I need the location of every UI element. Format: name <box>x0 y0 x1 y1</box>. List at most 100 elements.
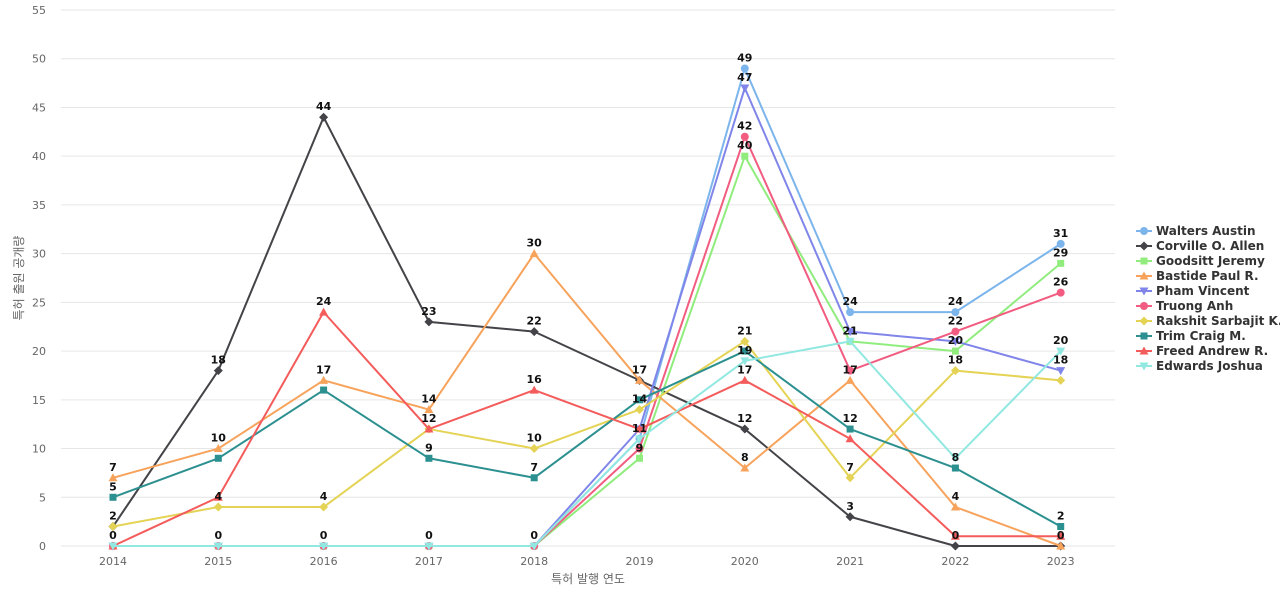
data-point <box>950 531 960 540</box>
legend-item-freed-andrew-r[interactable]: Freed Andrew R. <box>1136 344 1268 358</box>
legend-label: Freed Andrew R. <box>1156 344 1268 358</box>
data-label: 0 <box>214 529 222 542</box>
data-point <box>108 473 118 482</box>
data-label: 7 <box>530 461 538 474</box>
data-point <box>740 132 749 141</box>
data-label: 24 <box>316 295 332 308</box>
legend-item-trim-craig-m[interactable]: Trim Craig M. <box>1136 329 1246 343</box>
x-tick-label: 2016 <box>310 555 338 568</box>
series-line <box>112 350 1062 528</box>
data-point <box>424 317 434 327</box>
data-point <box>1057 523 1065 531</box>
y-tick-label: 55 <box>32 4 46 17</box>
data-point <box>213 492 223 501</box>
data-point <box>1056 541 1066 550</box>
data-point <box>740 64 749 73</box>
data-point <box>108 522 118 532</box>
data-label: 18 <box>211 354 226 367</box>
data-label: 9 <box>425 441 433 454</box>
series-freed-andrew-r <box>108 307 1066 550</box>
data-point <box>635 405 644 415</box>
series-corville-o-allen <box>108 112 1066 551</box>
data-point <box>845 512 855 522</box>
y-tick-label: 20 <box>32 345 46 358</box>
data-point <box>950 454 960 463</box>
data-label: 12 <box>421 412 436 425</box>
data-point <box>424 424 434 433</box>
legend-label: Truong Anh <box>1156 299 1233 313</box>
legend-item-edwards-joshua[interactable]: Edwards Joshua <box>1136 359 1263 373</box>
data-label: 17 <box>632 363 647 376</box>
data-label: 4 <box>952 490 960 503</box>
legend-item-truong-anh[interactable]: Truong Anh <box>1136 299 1233 313</box>
legend-marker <box>1139 287 1149 296</box>
series-line <box>112 311 1061 547</box>
legend-marker <box>1139 346 1149 355</box>
data-label: 42 <box>737 120 752 133</box>
data-label: 0 <box>530 529 538 542</box>
data-label: 12 <box>737 412 752 425</box>
legend-item-corville-o-allen[interactable]: Corville O. Allen <box>1136 239 1264 253</box>
legend-marker <box>1140 302 1148 310</box>
data-label: 10 <box>527 432 543 445</box>
legend-item-rakshit-sarbajit-k[interactable]: Rakshit Sarbajit K. <box>1136 314 1280 328</box>
y-tick-label: 5 <box>39 491 46 504</box>
data-label: 8 <box>741 451 749 464</box>
legend-label: Bastide Paul R. <box>1156 269 1259 283</box>
data-label: 14 <box>632 393 648 406</box>
x-tick-label: 2019 <box>626 555 654 568</box>
data-label: 0 <box>320 529 328 542</box>
data-label: 20 <box>948 334 964 347</box>
data-label: 0 <box>952 529 960 542</box>
data-label: 10 <box>211 432 227 445</box>
data-point <box>1056 375 1066 385</box>
data-point <box>951 347 959 355</box>
data-label: 9 <box>636 441 644 454</box>
legend-label: Corville O. Allen <box>1156 239 1264 253</box>
legend-label: Walters Austin <box>1156 224 1256 238</box>
data-point <box>740 357 750 366</box>
data-point <box>635 424 644 433</box>
y-axis-ticks: 0 5 10 15 20 25 30 35 40 45 50 55 <box>32 4 46 553</box>
legend-item-bastide-paul-r[interactable]: Bastide Paul R. <box>1136 269 1259 283</box>
x-tick-label: 2017 <box>415 555 443 568</box>
x-tick-label: 2015 <box>204 555 232 568</box>
data-point <box>741 152 749 160</box>
y-tick-label: 40 <box>32 150 46 163</box>
legend-item-goodsitt-jeremy[interactable]: Goodsitt Jeremy <box>1136 254 1265 268</box>
data-point <box>319 112 329 122</box>
data-label: 21 <box>842 324 857 337</box>
data-point <box>740 463 750 472</box>
data-point <box>950 502 960 511</box>
data-point <box>319 307 329 316</box>
data-label: 21 <box>737 324 752 337</box>
data-labels: 7520181040442417402314129030221610701714… <box>109 51 1069 542</box>
data-point <box>1056 367 1066 376</box>
data-point <box>845 434 855 443</box>
legend-item-pham-vincent[interactable]: Pham Vincent <box>1136 284 1250 298</box>
data-label: 0 <box>1057 529 1065 542</box>
data-label: 40 <box>737 139 753 152</box>
data-point <box>213 502 223 512</box>
legend-marker <box>1139 362 1149 371</box>
data-point <box>951 327 960 336</box>
data-point <box>1056 347 1066 356</box>
data-label: 7 <box>846 461 854 474</box>
data-point <box>109 493 117 501</box>
data-label: 19 <box>737 344 752 357</box>
series-line <box>113 340 1062 547</box>
data-label: 0 <box>109 529 117 542</box>
data-point <box>635 375 644 384</box>
legend-label: Rakshit Sarbajit K. <box>1156 314 1280 328</box>
data-point <box>424 405 434 414</box>
data-point <box>530 474 538 482</box>
data-label: 3 <box>846 500 854 513</box>
data-point <box>636 396 643 404</box>
data-label: 20 <box>1053 334 1069 347</box>
legend-item-walters-austin[interactable]: Walters Austin <box>1136 224 1256 238</box>
series-line <box>112 340 1061 528</box>
data-point <box>845 375 855 384</box>
data-point <box>951 308 960 317</box>
